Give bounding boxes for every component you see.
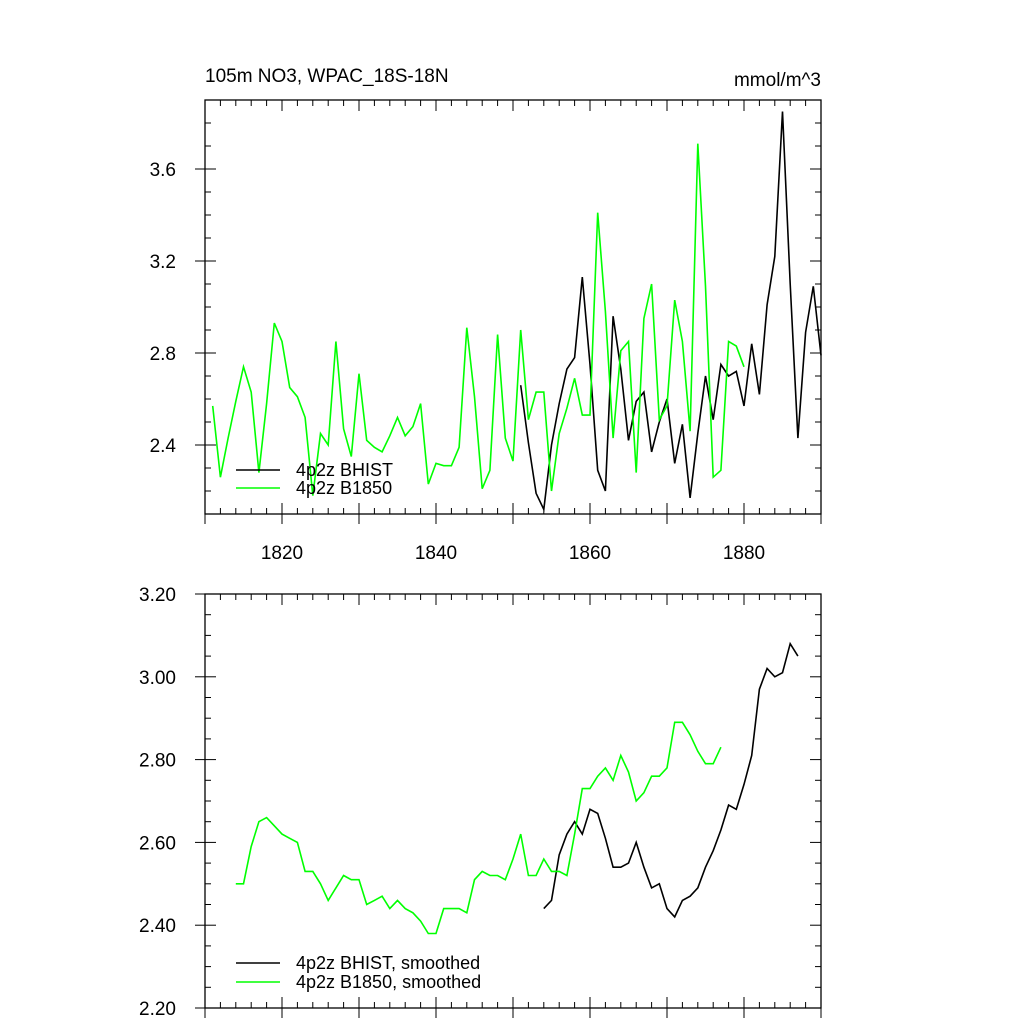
top-title: 105m NO3, WPAC_18S-18N <box>205 66 449 87</box>
x-tick-label: 1840 <box>415 543 457 564</box>
bottom-axis-ticks: 2.20 2.40 2.60 2.80 3.00 3.20 <box>139 585 822 1020</box>
legend-label: 4p2z BHIST <box>296 460 393 480</box>
y-tick-label: 2.8 <box>150 344 176 365</box>
top-panel: 105m NO3, WPAC_18S-18N mmol/m^3 2.4 2.8 3.… <box>150 66 822 564</box>
bottom-panel: 2.20 2.40 2.60 2.80 3.00 3.20 4p2z BHIST, smo… <box>139 585 822 1020</box>
y-tick-label: 3.20 <box>139 585 176 606</box>
top-units: mmol/m^3 <box>734 70 821 91</box>
series-line-4p2z-bhist <box>519 111 822 513</box>
x-tick-label: 1880 <box>723 543 765 564</box>
y-tick-label: 3.2 <box>150 252 176 273</box>
y-tick-label: 2.4 <box>150 436 177 457</box>
y-tick-label: 2.60 <box>139 833 176 854</box>
y-tick-label: 3.00 <box>139 668 176 689</box>
y-tick-label: 3.6 <box>150 160 176 181</box>
y-tick-label: 2.40 <box>139 916 176 937</box>
bottom-plot-frame <box>204 593 822 1009</box>
series-line-4p2z-b1850-smoothed <box>235 721 722 935</box>
top-axis-ticks: 2.4 2.8 3.2 3.6 1820 1840 1860 1880 <box>150 99 822 564</box>
x-tick-label: 1860 <box>569 543 611 564</box>
legend-label: 4p2z B1850, smoothed <box>296 972 481 992</box>
y-tick-label: 2.20 <box>139 999 176 1020</box>
x-tick-label: 1820 <box>261 543 303 564</box>
legend-label: 4p2z BHIST, smoothed <box>296 953 480 973</box>
series-line-4p2z-b1850 <box>211 143 745 496</box>
series-line-4p2z-bhist-smoothed <box>543 641 799 919</box>
top-series-group <box>211 111 822 513</box>
bottom-series-group <box>235 641 799 935</box>
y-tick-label: 2.80 <box>139 751 176 772</box>
legend-label: 4p2z B1850 <box>296 478 392 498</box>
